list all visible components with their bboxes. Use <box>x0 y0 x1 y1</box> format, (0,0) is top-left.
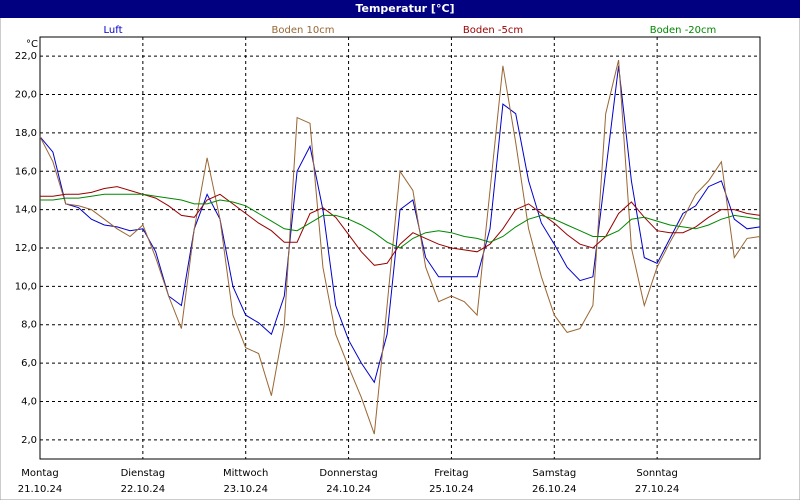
chart-title: Temperatur [°C] <box>355 2 454 15</box>
y-tick-label: 20,0 <box>15 90 37 101</box>
y-tick-label: 2,0 <box>21 435 37 446</box>
series-line <box>40 193 761 249</box>
legend-label: Boden 10cm <box>272 25 335 36</box>
x-tick-date: 22.10.24 <box>121 484 166 495</box>
x-tick-label: Donnerstag <box>319 468 377 479</box>
series-line <box>39 65 761 384</box>
legend-label: Luft <box>104 25 123 36</box>
x-tick-date: 27.10.24 <box>635 484 680 495</box>
x-tick-label: Samstag <box>532 468 576 479</box>
y-tick-label: 18,0 <box>15 128 37 139</box>
x-tick-label: Montag <box>21 468 58 479</box>
y-tick-label: 10,0 <box>15 281 37 292</box>
y-tick-label: 8,0 <box>21 320 37 331</box>
y-tick-label: 6,0 <box>21 358 37 369</box>
x-tick-label: Mittwoch <box>223 468 268 479</box>
title-bar <box>0 0 800 18</box>
x-tick-label: Sonntag <box>636 468 678 479</box>
x-tick-date: 26.10.24 <box>532 484 577 495</box>
series-line <box>39 59 761 435</box>
x-tick-label: Freitag <box>434 468 468 479</box>
x-tick-date: 24.10.24 <box>326 484 371 495</box>
y-axis-label: °C <box>26 39 38 50</box>
legend-label: Boden -5cm <box>463 25 523 36</box>
y-tick-label: 12,0 <box>15 243 37 254</box>
x-tick-date: 23.10.24 <box>223 484 268 495</box>
y-tick-label: 22,0 <box>15 51 37 62</box>
y-tick-label: 14,0 <box>15 205 37 216</box>
x-tick-label: Dienstag <box>121 468 166 479</box>
legend-label: Boden -20cm <box>650 25 717 36</box>
series-line <box>40 186 761 266</box>
y-tick-label: 16,0 <box>15 166 37 177</box>
x-tick-date: 21.10.24 <box>18 484 63 495</box>
y-tick-label: 4,0 <box>21 396 37 407</box>
x-tick-date: 25.10.24 <box>429 484 474 495</box>
